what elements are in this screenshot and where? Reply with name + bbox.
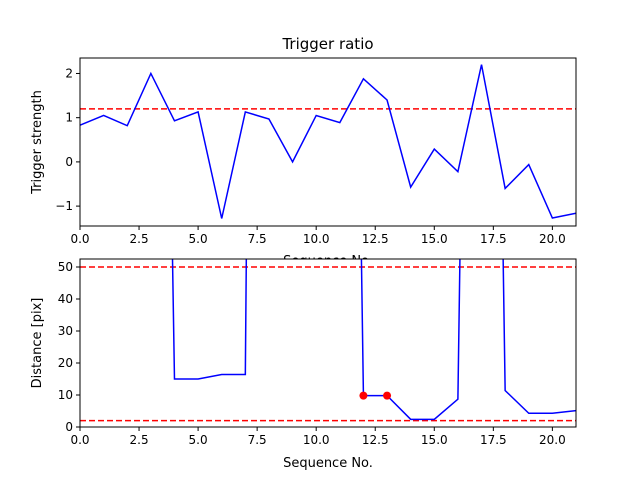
- data-marker: [383, 391, 392, 400]
- bottom-axes-background: [80, 259, 576, 427]
- top-subplot: Trigger ratio 0.0 2.5 5.0 7.5 10.0 12.5 15.0 17…: [30, 35, 577, 269]
- x-tick-label: 2.5: [130, 433, 149, 447]
- x-tick-label: 2.5: [130, 232, 149, 246]
- x-tick-label: 12.5: [362, 433, 389, 447]
- x-tick-label: 10.0: [303, 232, 330, 246]
- data-marker: [359, 391, 368, 400]
- bottom-subplot: 0.0 2.5 5.0 7.5 10.0 12.5 15.0 17.5 20.0 0 10 20 30…: [30, 258, 577, 471]
- x-tick-label: 17.5: [480, 433, 507, 447]
- y-tick-label: −1: [55, 199, 73, 213]
- x-tick-label: 7.5: [248, 232, 267, 246]
- x-tick-label: 20.0: [539, 232, 566, 246]
- x-tick-label: 5.0: [189, 232, 208, 246]
- y-tick-label: 2: [65, 66, 73, 80]
- x-tick-label: 15.0: [421, 232, 448, 246]
- bottom-ylabel: Distance [pix]: [30, 298, 45, 389]
- x-tick-label: 12.5: [362, 232, 389, 246]
- top-ylabel: Trigger strength: [30, 90, 45, 195]
- bottom-xlabel: Sequence No.: [283, 456, 373, 471]
- x-tick-label: 20.0: [539, 433, 566, 447]
- y-tick-label: 1: [65, 111, 73, 125]
- y-tick-label: 20: [58, 356, 73, 370]
- bottom-axes-frame: [79, 258, 577, 428]
- y-tick-label: 0: [65, 420, 73, 434]
- series-line: [171, 259, 576, 421]
- top-title: Trigger ratio: [281, 35, 373, 53]
- x-tick-label: 17.5: [480, 232, 507, 246]
- top-axes-frame: [79, 57, 577, 227]
- x-tick-label: 0.0: [70, 433, 89, 447]
- y-tick-label: 50: [58, 260, 73, 274]
- y-tick-label: 40: [58, 292, 73, 306]
- x-tick-label: 5.0: [189, 433, 208, 447]
- x-tick-label: 0.0: [70, 232, 89, 246]
- x-tick-label: 10.0: [303, 433, 330, 447]
- y-tick-label: 10: [58, 388, 73, 402]
- series-line: [80, 64, 576, 219]
- x-tick-label: 15.0: [421, 433, 448, 447]
- x-tick-label: 7.5: [248, 433, 267, 447]
- y-tick-label: 0: [65, 155, 73, 169]
- y-tick-label: 30: [58, 324, 73, 338]
